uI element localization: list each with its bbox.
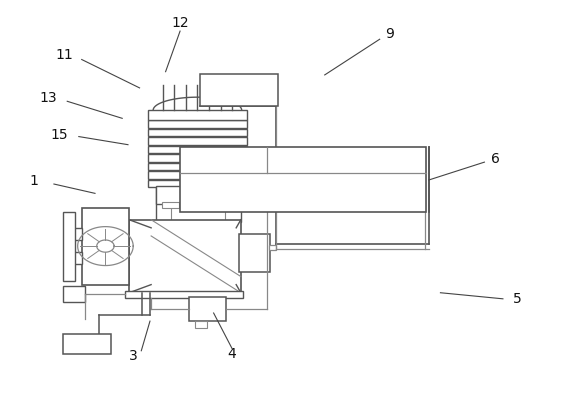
Bar [162, 202, 179, 208]
Bar [82, 208, 129, 284]
Text: 11: 11 [56, 48, 73, 62]
Bar [63, 334, 111, 354]
Text: 6: 6 [491, 152, 500, 166]
Bar [148, 138, 246, 144]
Text: 5: 5 [513, 292, 522, 306]
Bar [148, 129, 246, 136]
Bar [148, 171, 246, 179]
Bar [71, 228, 82, 240]
Text: 9: 9 [385, 27, 394, 41]
Bar [71, 252, 82, 264]
Bar [269, 245, 276, 250]
Bar [125, 291, 242, 298]
Bar [129, 220, 241, 293]
Bar [148, 163, 246, 170]
Bar [194, 321, 207, 328]
Text: 13: 13 [39, 91, 57, 105]
Text: 12: 12 [171, 16, 189, 30]
Bar [180, 147, 426, 212]
Bar [148, 180, 246, 187]
Bar [148, 120, 246, 128]
Text: 15: 15 [51, 127, 68, 142]
Text: 1: 1 [30, 174, 39, 188]
Bar [148, 110, 246, 120]
Bar [63, 212, 75, 280]
Text: 4: 4 [228, 347, 237, 361]
Bar [156, 187, 241, 222]
Bar [188, 297, 226, 321]
Bar [239, 234, 270, 272]
Bar [63, 286, 85, 302]
Bar [200, 74, 278, 106]
Bar [148, 146, 246, 153]
Bar [156, 186, 241, 204]
Polygon shape [129, 220, 150, 293]
Bar [148, 154, 246, 162]
Text: 3: 3 [129, 349, 138, 363]
